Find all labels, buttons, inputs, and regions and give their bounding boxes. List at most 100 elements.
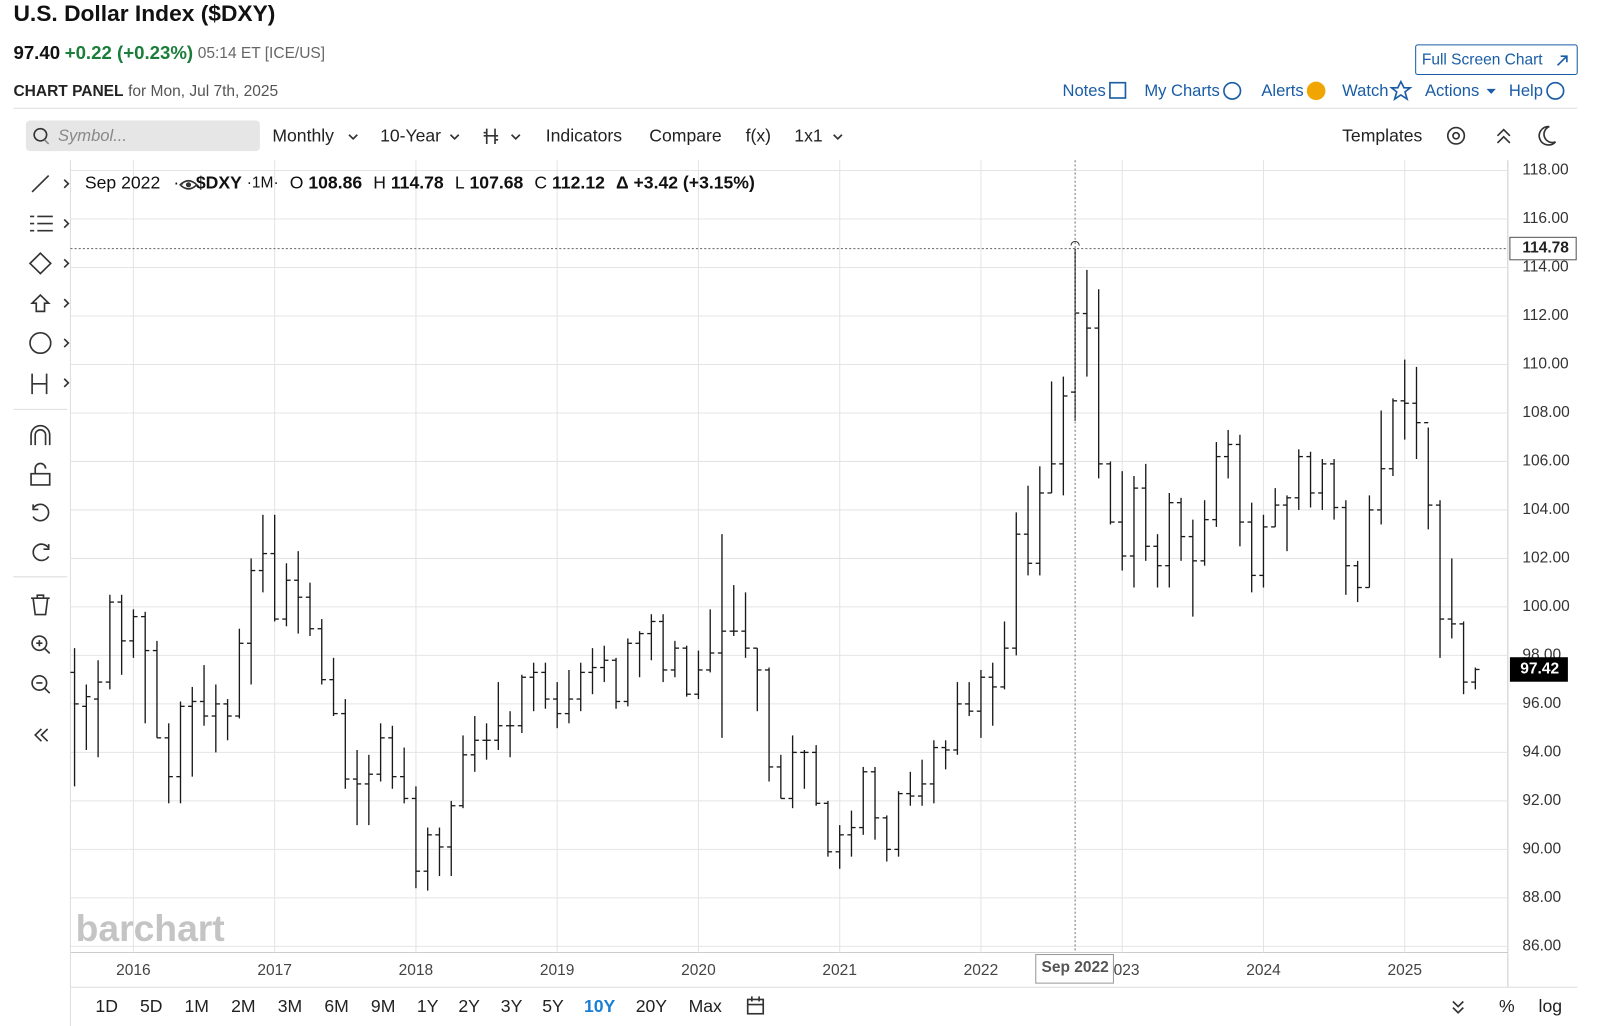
layout-menu[interactable]: 1x1 [794,126,822,146]
zoom-out[interactable] [31,675,48,691]
y-tick-label: 92.00 [1522,792,1561,809]
y-tick-label: 86.00 [1522,938,1561,955]
range-button[interactable]: 1Y [417,996,439,1016]
range-button[interactable]: 9M [371,996,395,1016]
range-button[interactable]: 20Y [636,996,668,1016]
chart-type-icon[interactable] [483,128,499,144]
axis-mode-button[interactable]: % [1499,996,1515,1016]
compare-menu[interactable]: Compare [649,126,721,146]
lock-tool [34,462,47,474]
lock-tool[interactable] [30,472,51,486]
fx-menu[interactable]: f(x) [746,126,771,146]
eye-icon [185,182,192,188]
range-button[interactable]: 3M [278,996,302,1016]
legend-date: Sep 2022 [85,172,160,192]
range-button[interactable]: 3Y [501,996,523,1016]
crosshair: 114.78 97.42 Sep 2022 [70,160,1577,984]
line-tool[interactable] [31,175,50,193]
legend-low: 107.68 [470,172,524,192]
zoom-in [36,640,51,654]
collapse-icon[interactable] [1496,128,1511,144]
x-tick-label: 2022 [964,962,999,979]
legend-h: H [373,172,386,192]
marker-tool[interactable] [29,331,52,355]
nav-link[interactable]: Notes [1063,82,1106,100]
nav-link[interactable]: My Charts [1144,82,1219,100]
settings-icon[interactable] [1446,126,1466,145]
price-tag-label: 114.78 [1522,240,1569,257]
button-label: Full Screen Chart [1422,51,1543,68]
crosshair-date: Sep 2022 [1041,959,1108,976]
change: +0.22 (+0.23%) [65,42,193,63]
price-bars [70,248,1480,891]
range-button[interactable]: 1M [185,996,209,1016]
caret [449,134,460,140]
zoom-in[interactable] [31,635,48,652]
range-button[interactable]: Max [689,996,723,1016]
range-button[interactable]: 1D [95,996,118,1016]
y-tick-label: 96.00 [1522,695,1561,712]
y-tick-label: 116.00 [1522,210,1568,227]
range-button[interactable]: 5Y [542,996,564,1016]
magnet-tool[interactable] [30,424,51,446]
delete-tool[interactable] [31,594,50,616]
calendar-icon[interactable] [746,998,765,1015]
search-box[interactable] [25,120,260,152]
search-placeholder: Symbol... [58,127,127,145]
expand-icon[interactable] [1452,1000,1464,1014]
nav-link[interactable]: Alerts [1261,82,1303,100]
redo[interactable] [32,543,50,562]
arrow-tool[interactable] [30,293,51,313]
range-button[interactable]: 6M [324,996,348,1016]
eye-icon[interactable] [179,179,198,190]
last-price-label: 97.42 [1520,661,1559,678]
y-tick-label: 110.00 [1522,356,1568,373]
nav-bar: Notes My Charts Alerts Watch Actions Help [1063,79,1565,101]
range-button[interactable]: 2M [231,996,255,1016]
y-tick-label: 112.00 [1522,307,1568,324]
drawing-tools [13,175,70,742]
period-menu[interactable]: 10-Year [380,126,441,146]
grid: 86.0088.0090.0092.0094.0096.0098.00100.0… [70,160,1570,979]
range-button[interactable]: 10Y [584,996,616,1016]
y-tick-label: 102.00 [1522,550,1569,567]
nav-link[interactable]: Actions [1425,82,1479,100]
y-tick-label: 106.00 [1522,453,1569,470]
calendar-icon [747,996,764,1006]
caret [510,134,521,140]
y-tick-label: 108.00 [1522,404,1569,421]
full-screen-button[interactable]: Full Screen Chart [1415,44,1578,76]
range-bar: 1D 5D 1M 2M 3M 6M 9M 1Y 2Y 3Y 5Y 10Y 20Y Max% log [95,996,1562,1016]
y-tick-label: 114.00 [1522,259,1568,276]
undo[interactable] [32,503,50,522]
indicators-menu[interactable]: Indicators [546,126,623,146]
high-marker [1070,240,1080,246]
y-tick-label: 118.00 [1522,162,1568,179]
legend-symbol: $DXY [196,172,242,192]
nav-link[interactable]: Help [1509,82,1543,100]
fib-tool[interactable] [30,215,53,232]
caret [833,134,843,140]
caret [348,134,358,140]
measure-tool[interactable] [31,373,48,395]
axis-mode-button[interactable]: log [1539,996,1562,1016]
nav-icon [1486,88,1496,94]
legend-o: O [290,172,304,192]
range-button[interactable]: 5D [140,996,163,1016]
search-icon [43,139,50,145]
x-tick-label: 2017 [257,962,292,979]
nav-link[interactable]: Watch [1342,82,1388,100]
theme-icon[interactable] [1538,125,1557,146]
collapse-tools[interactable] [34,728,49,742]
settings-icon [1452,131,1460,140]
y-tick-label: 94.00 [1522,744,1561,761]
templates-menu[interactable]: Templates [1342,126,1422,146]
range-button[interactable]: 2Y [458,996,480,1016]
last-price-tag [1509,657,1568,682]
title: U.S. Dollar Index ($DXY) [13,1,275,26]
legend-close: 112.12 [552,172,605,192]
nav-icon [1109,81,1127,99]
arrow-icon [1556,55,1568,66]
shape-tool[interactable] [28,252,52,275]
interval-menu[interactable]: Monthly [272,126,334,146]
